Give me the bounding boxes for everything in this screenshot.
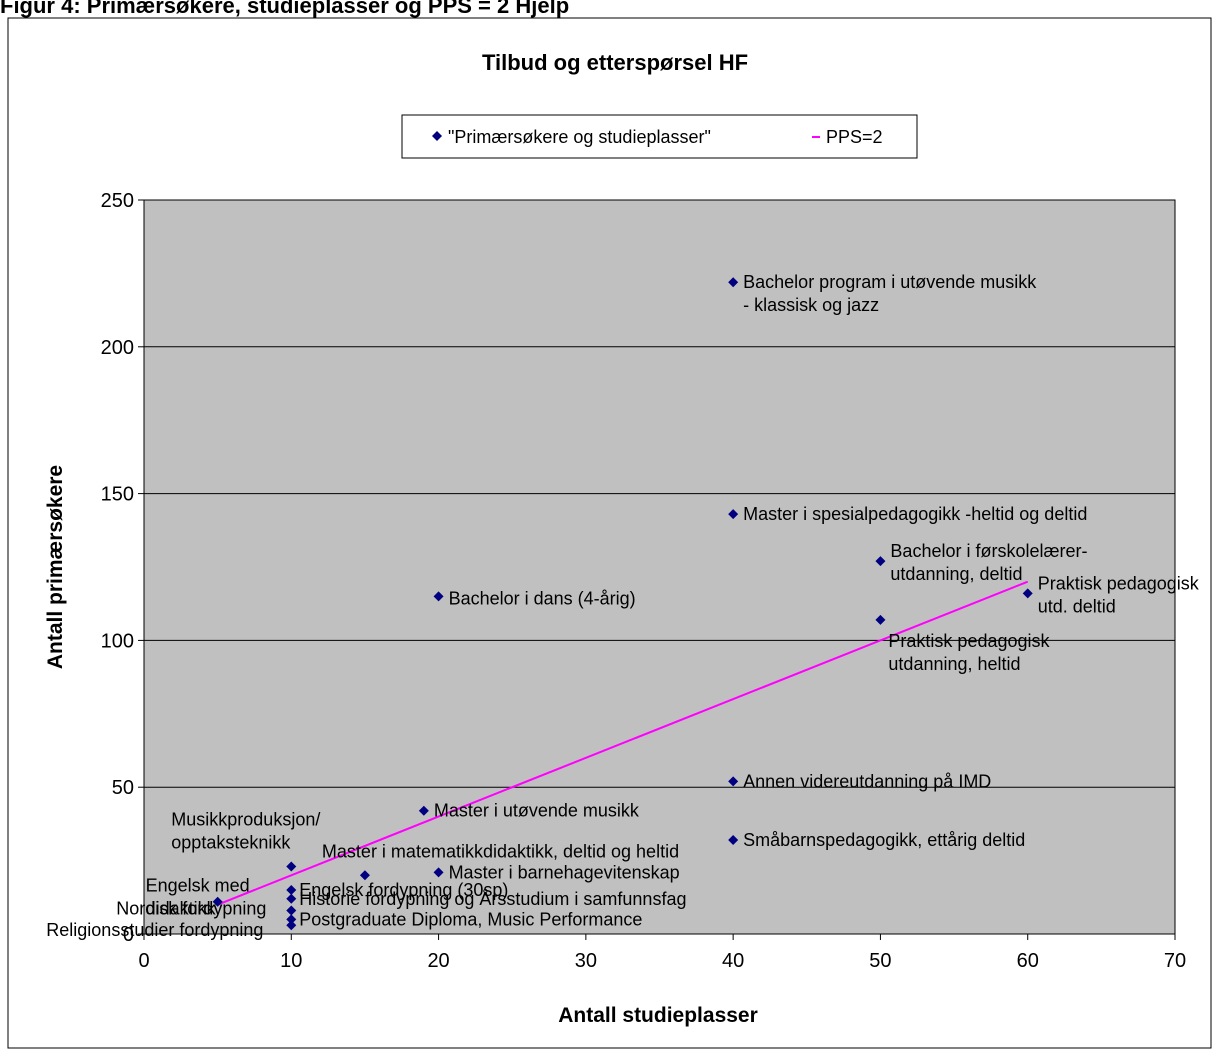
data-point <box>286 861 297 872</box>
y-tick-label: 50 <box>112 777 134 799</box>
plot-area <box>143 199 1176 935</box>
data-point-label: Bachelor i førskolelærer-utdanning, delt… <box>890 541 1087 584</box>
legend-marker-diamond <box>432 131 442 141</box>
data-point-label: Annen videreutdanning på IMD <box>743 771 991 791</box>
data-point-label: Bachelor program i utøvende musikk - klas… <box>743 272 1037 315</box>
data-point <box>1022 588 1033 599</box>
page-header-text: Figur 4: Primærsøkere, studieplasser og … <box>0 0 569 18</box>
data-point <box>418 805 429 816</box>
x-tick-label: 50 <box>869 950 891 972</box>
x-axis-title: Antall studieplasser <box>558 1004 758 1027</box>
data-point-label: Master i spesialpedagogikk -heltid og de… <box>743 504 1087 524</box>
data-point-label: Engelsk med didaktikk <box>146 876 250 919</box>
x-tick-label: 70 <box>1164 950 1186 972</box>
data-point-label: Engelsk fordypning (30sp) <box>299 880 508 900</box>
data-point <box>875 614 886 625</box>
data-point <box>728 277 739 288</box>
data-point-label: Postgraduate Diploma, Music Performance <box>299 909 642 929</box>
x-tick-label: 0 <box>138 950 149 972</box>
point-layer <box>212 277 1033 931</box>
pps-line-layer <box>217 580 1029 906</box>
data-point-label: Musikkproduksjon/opptaksteknikk <box>171 809 320 852</box>
y-tick-label: 150 <box>101 484 134 506</box>
data-point <box>286 920 297 931</box>
y-tick-label: 250 <box>101 190 134 212</box>
axis-layer: 0 50 100 150 200 250 0 10 20 30 40 50 60 70 <box>101 190 1187 972</box>
data-point-label: Historie fordypning og Årsstudium i samf… <box>299 889 686 909</box>
data-point <box>728 835 739 846</box>
data-point-label: Religionsstudier fordypning <box>46 920 263 940</box>
legend: "Primærsøkere og studieplasser" PPS=2 <box>401 114 918 159</box>
data-point <box>212 896 223 907</box>
x-tick-label: 10 <box>280 950 302 972</box>
pps-line <box>217 580 1029 906</box>
data-point <box>359 870 370 881</box>
legend-label-scatter: "Primærsøkere og studieplasser" <box>448 127 711 147</box>
x-tick-label: 30 <box>575 950 597 972</box>
data-point <box>286 884 297 895</box>
x-tick-label: 60 <box>1017 950 1039 972</box>
data-point <box>433 591 444 602</box>
data-point <box>875 556 886 567</box>
data-point-label: Master i utøvende musikk <box>434 801 640 821</box>
data-point-label: Småbarnspedagogikk, ettårig deltid <box>743 830 1025 850</box>
chart-title: Tilbud og etterspørsel HF <box>482 50 748 75</box>
grid-layer <box>144 346 1175 788</box>
data-point-label: Bachelor i dans (4-årig) <box>449 588 636 608</box>
legend-label-pps: PPS=2 <box>826 127 883 147</box>
x-tick-label: 40 <box>722 950 744 972</box>
data-point <box>728 509 739 520</box>
x-tick-label: 20 <box>427 950 449 972</box>
data-point <box>286 893 297 904</box>
data-point-label: Master i barnehagevitenskap <box>449 862 680 882</box>
data-point-label: Praktisk pedagogisk utd. deltid <box>1038 573 1200 616</box>
data-point-label: Master i matematikkdidaktikk, deltid og … <box>322 841 679 861</box>
y-tick-label: 100 <box>101 630 134 652</box>
y-tick-label: 0 <box>123 924 134 946</box>
legend-box <box>401 114 918 159</box>
data-point <box>286 914 297 925</box>
data-point <box>728 776 739 787</box>
data-point-label: Nordisk fordypning <box>116 899 266 919</box>
data-point <box>286 905 297 916</box>
y-tick-label: 200 <box>101 337 134 359</box>
data-point <box>433 867 444 878</box>
y-axis-title: Antall primærsøkere <box>44 465 67 669</box>
point-label-layer: Bachelor program i utøvende musikk - klas… <box>46 272 1200 940</box>
data-point-label: Praktisk pedagogisk utdanning, heltid <box>888 631 1050 674</box>
